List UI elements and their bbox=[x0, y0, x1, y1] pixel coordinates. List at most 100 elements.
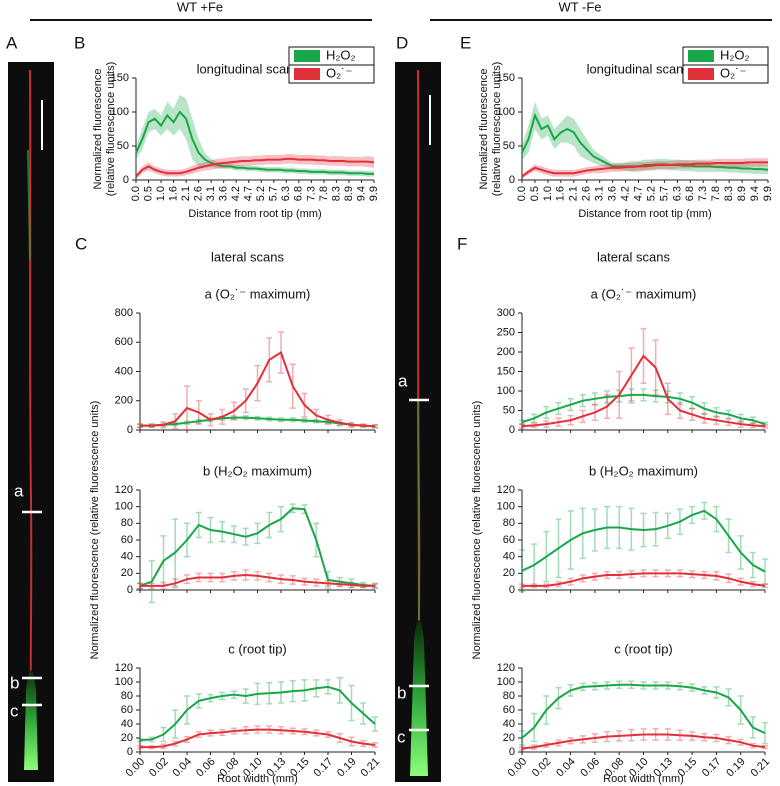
legend-swatch bbox=[294, 68, 320, 80]
y-tick-label: 200 bbox=[115, 395, 133, 407]
x-tick-label: 0.00 bbox=[506, 756, 530, 780]
legend-label: H₂O₂ bbox=[720, 47, 750, 62]
x-axis-label: Root width (mm) bbox=[603, 773, 684, 785]
x-tick-label: 3.1 bbox=[205, 186, 217, 201]
section-label: a bbox=[14, 481, 24, 500]
section-label: c bbox=[10, 701, 19, 720]
y-tick-label: 250 bbox=[497, 326, 515, 338]
y-tick-label: 150 bbox=[111, 72, 129, 84]
y-tick-label: 150 bbox=[497, 72, 515, 84]
y-tick-label: 120 bbox=[115, 662, 133, 674]
x-axis-label: Root width (mm) bbox=[217, 773, 298, 785]
y-tick-label: 100 bbox=[497, 501, 515, 513]
error-bar bbox=[762, 558, 768, 585]
x-tick-label: 7.8 bbox=[318, 186, 330, 201]
x-tick-label: 3.6 bbox=[218, 186, 230, 201]
x-tick-label: 0.17 bbox=[312, 756, 336, 780]
x-tick-label: 7.3 bbox=[305, 186, 317, 201]
y-tick-label: 50 bbox=[503, 404, 515, 416]
x-tick-label: 0.0 bbox=[516, 186, 528, 201]
y-tick-label: 200 bbox=[497, 346, 515, 358]
x-tick-label: 8.9 bbox=[343, 186, 355, 201]
panel-letter: F bbox=[457, 234, 467, 253]
x-tick-label: 0.00 bbox=[124, 756, 148, 780]
y-axis-label: Normalized fluorescence bbox=[92, 68, 104, 189]
line bbox=[140, 728, 376, 749]
legend-swatch bbox=[688, 68, 714, 80]
y-axis-label: (relative fluorescence units) bbox=[491, 62, 503, 197]
y-tick-label: 100 bbox=[497, 106, 515, 118]
x-axis-label: Distance from root tip (mm) bbox=[188, 208, 321, 220]
y-tick-label: 100 bbox=[497, 676, 515, 688]
root bbox=[27, 149, 31, 261]
line bbox=[521, 683, 766, 739]
legend-label: O₂˙⁻ bbox=[326, 65, 352, 80]
section-title: lateral scans bbox=[597, 249, 670, 264]
x-tick-label: 0.19 bbox=[724, 756, 748, 780]
panel-letter: D bbox=[396, 33, 408, 52]
x-tick-label: 5.7 bbox=[658, 186, 670, 201]
y-tick-label: 80 bbox=[121, 690, 133, 702]
y-tick-label: 20 bbox=[121, 732, 133, 744]
line bbox=[139, 507, 376, 587]
y-tick-label: 0 bbox=[127, 424, 133, 436]
line bbox=[135, 110, 374, 175]
x-tick-label: 4.7 bbox=[243, 186, 255, 201]
x-tick-label: 2.1 bbox=[568, 186, 580, 201]
x-tick-label: 8.9 bbox=[736, 186, 748, 201]
y-tick-label: 150 bbox=[497, 365, 515, 377]
y-axis-label: Normalized fluorescence (relative fluore… bbox=[471, 401, 483, 660]
root-tip bbox=[410, 620, 428, 776]
x-tick-label: 0.06 bbox=[578, 756, 602, 780]
y-tick-label: 0 bbox=[127, 746, 133, 758]
y-tick-label: 20 bbox=[503, 732, 515, 744]
condition-label: WT +Fe bbox=[177, 0, 223, 14]
y-tick-label: 100 bbox=[115, 676, 133, 688]
y-tick-label: 60 bbox=[503, 704, 515, 716]
x-tick-label: 0.17 bbox=[700, 756, 724, 780]
x-tick-label: 0.04 bbox=[171, 756, 195, 780]
x-tick-label: 0.5 bbox=[529, 186, 541, 201]
x-tick-label: 0.0 bbox=[130, 186, 142, 201]
x-tick-label: 0.02 bbox=[147, 756, 171, 780]
x-tick-label: 0.21 bbox=[359, 756, 383, 780]
line bbox=[140, 573, 375, 587]
legend-swatch bbox=[294, 50, 320, 62]
root bbox=[29, 69, 33, 691]
section-label: b bbox=[397, 683, 406, 702]
x-tick-label: 0.06 bbox=[194, 756, 218, 780]
x-tick-label: 0.04 bbox=[554, 756, 578, 780]
x-tick-label: 5.7 bbox=[268, 186, 280, 201]
subplot-title: a (O₂˙⁻ maximum) bbox=[591, 286, 697, 301]
y-tick-label: 40 bbox=[503, 551, 515, 563]
x-tick-label: 9.9 bbox=[762, 186, 774, 201]
x-tick-label: 6.8 bbox=[293, 186, 305, 201]
error-bar bbox=[762, 583, 768, 589]
section-title: lateral scans bbox=[211, 249, 284, 264]
line bbox=[521, 354, 766, 428]
x-tick-label: 2.6 bbox=[581, 186, 593, 201]
x-tick-label: 1.0 bbox=[155, 186, 167, 201]
line bbox=[521, 161, 768, 178]
y-tick-label: 800 bbox=[115, 307, 133, 319]
x-tick-label: 3.6 bbox=[607, 186, 619, 201]
x-tick-label: 8.3 bbox=[723, 186, 735, 201]
y-tick-label: 80 bbox=[503, 690, 515, 702]
line bbox=[521, 733, 766, 750]
x-tick-label: 2.6 bbox=[193, 186, 205, 201]
x-tick-label: 6.3 bbox=[671, 186, 683, 201]
error-bar bbox=[519, 549, 525, 593]
error-band bbox=[522, 101, 768, 175]
root bbox=[417, 399, 420, 621]
condition-label: WT -Fe bbox=[558, 0, 601, 14]
y-tick-label: 120 bbox=[497, 662, 515, 674]
x-tick-label: 3.1 bbox=[594, 186, 606, 201]
line bbox=[140, 350, 376, 428]
legend-label: H₂O₂ bbox=[326, 47, 356, 62]
x-tick-label: 5.2 bbox=[255, 186, 267, 201]
section-label: c bbox=[397, 727, 406, 746]
panel-letter: C bbox=[75, 234, 87, 253]
x-tick-label: 0.5 bbox=[142, 186, 154, 201]
x-tick-label: 6.3 bbox=[280, 186, 292, 201]
x-tick-label: 1.0 bbox=[542, 186, 554, 201]
